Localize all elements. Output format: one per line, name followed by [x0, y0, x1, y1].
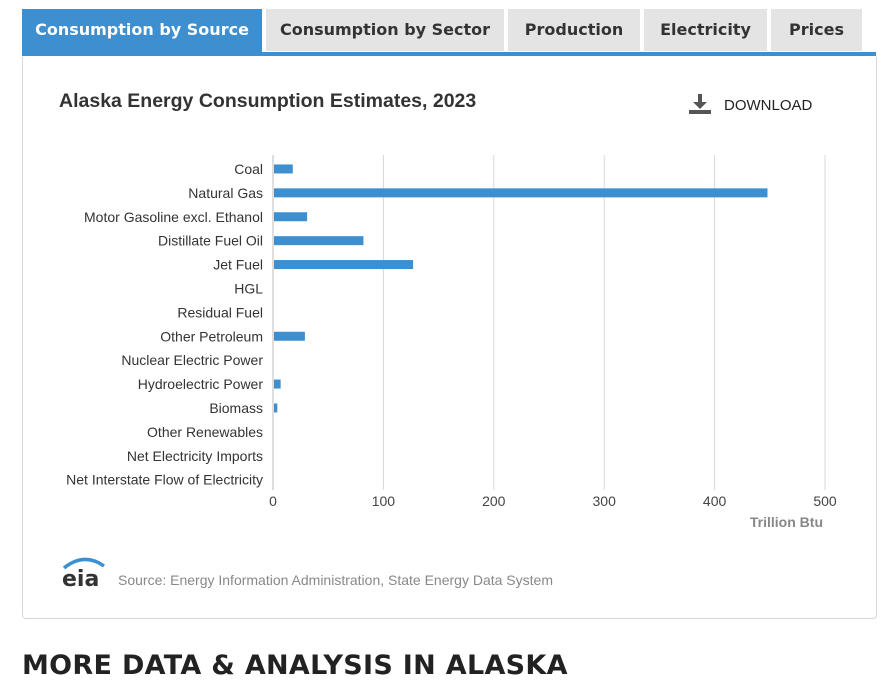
tab-underline — [22, 52, 876, 56]
x-tick-label: 400 — [703, 493, 727, 509]
category-label: Hydroelectric Power — [138, 376, 264, 392]
category-label: Other Petroleum — [160, 328, 263, 344]
category-label: Natural Gas — [188, 185, 263, 201]
category-label: Residual Fuel — [177, 304, 263, 320]
source-note: Source: Energy Information Administratio… — [118, 572, 553, 588]
category-label: HGL — [234, 280, 263, 296]
bars — [274, 164, 768, 413]
category-label: Distillate Fuel Oil — [158, 233, 263, 249]
bar[interactable] — [274, 188, 768, 198]
grid-lines — [272, 155, 826, 490]
bar[interactable] — [274, 331, 305, 341]
category-label: Coal — [234, 161, 263, 177]
download-label: DOWNLOAD — [724, 96, 813, 114]
eia-logo: eia — [60, 555, 108, 591]
download-button[interactable]: DOWNLOAD — [688, 93, 812, 117]
bar-chart: Coal Natural Gas Motor Gasoline excl. Etha… — [66, 155, 837, 530]
eia-logo-text: eia — [62, 567, 99, 590]
category-label: Biomass — [209, 400, 263, 416]
tab-electricity[interactable]: Electricity — [644, 9, 767, 51]
category-label: Jet Fuel — [213, 257, 263, 273]
tab-consumption-by-source[interactable]: Consumption by Source — [22, 9, 262, 55]
category-label: Motor Gasoline excl. Ethanol — [84, 209, 263, 225]
tab-prices[interactable]: Prices — [771, 9, 862, 51]
chart-panel — [22, 57, 877, 619]
tab-production[interactable]: Production — [508, 9, 640, 51]
category-label: Net Interstate Flow of Electricity — [66, 472, 263, 488]
category-label: Nuclear Electric Power — [121, 352, 263, 368]
tick-labels: 0 100 200 300 400 500 — [269, 493, 837, 509]
bar[interactable] — [274, 260, 414, 270]
download-icon — [689, 94, 711, 114]
chart-title: Alaska Energy Consumption Estimates, 202… — [59, 90, 477, 112]
bar[interactable] — [274, 212, 308, 222]
x-axis-unit-label: Trillion Btu — [750, 514, 823, 530]
eia-logo-icon: eia — [62, 557, 106, 590]
tab-consumption-by-sector[interactable]: Consumption by Sector — [266, 9, 504, 51]
more-data-heading: MORE DATA & ANALYSIS IN ALASKA — [22, 650, 568, 681]
x-tick-label: 500 — [813, 493, 837, 509]
x-tick-label: 300 — [593, 493, 617, 509]
x-tick-label: 0 — [269, 493, 277, 509]
x-tick-label: 100 — [372, 493, 396, 509]
category-label: Net Electricity Imports — [127, 448, 263, 464]
bar[interactable] — [274, 164, 293, 174]
category-label: Other Renewables — [147, 424, 263, 440]
bar[interactable] — [274, 403, 278, 413]
x-tick-label: 200 — [482, 493, 506, 509]
bar[interactable] — [274, 379, 281, 389]
bar[interactable] — [274, 236, 364, 246]
tab-bar: Consumption by Source Consumption by Sec… — [22, 9, 876, 57]
category-labels: Coal Natural Gas Motor Gasoline excl. Etha… — [66, 161, 263, 488]
